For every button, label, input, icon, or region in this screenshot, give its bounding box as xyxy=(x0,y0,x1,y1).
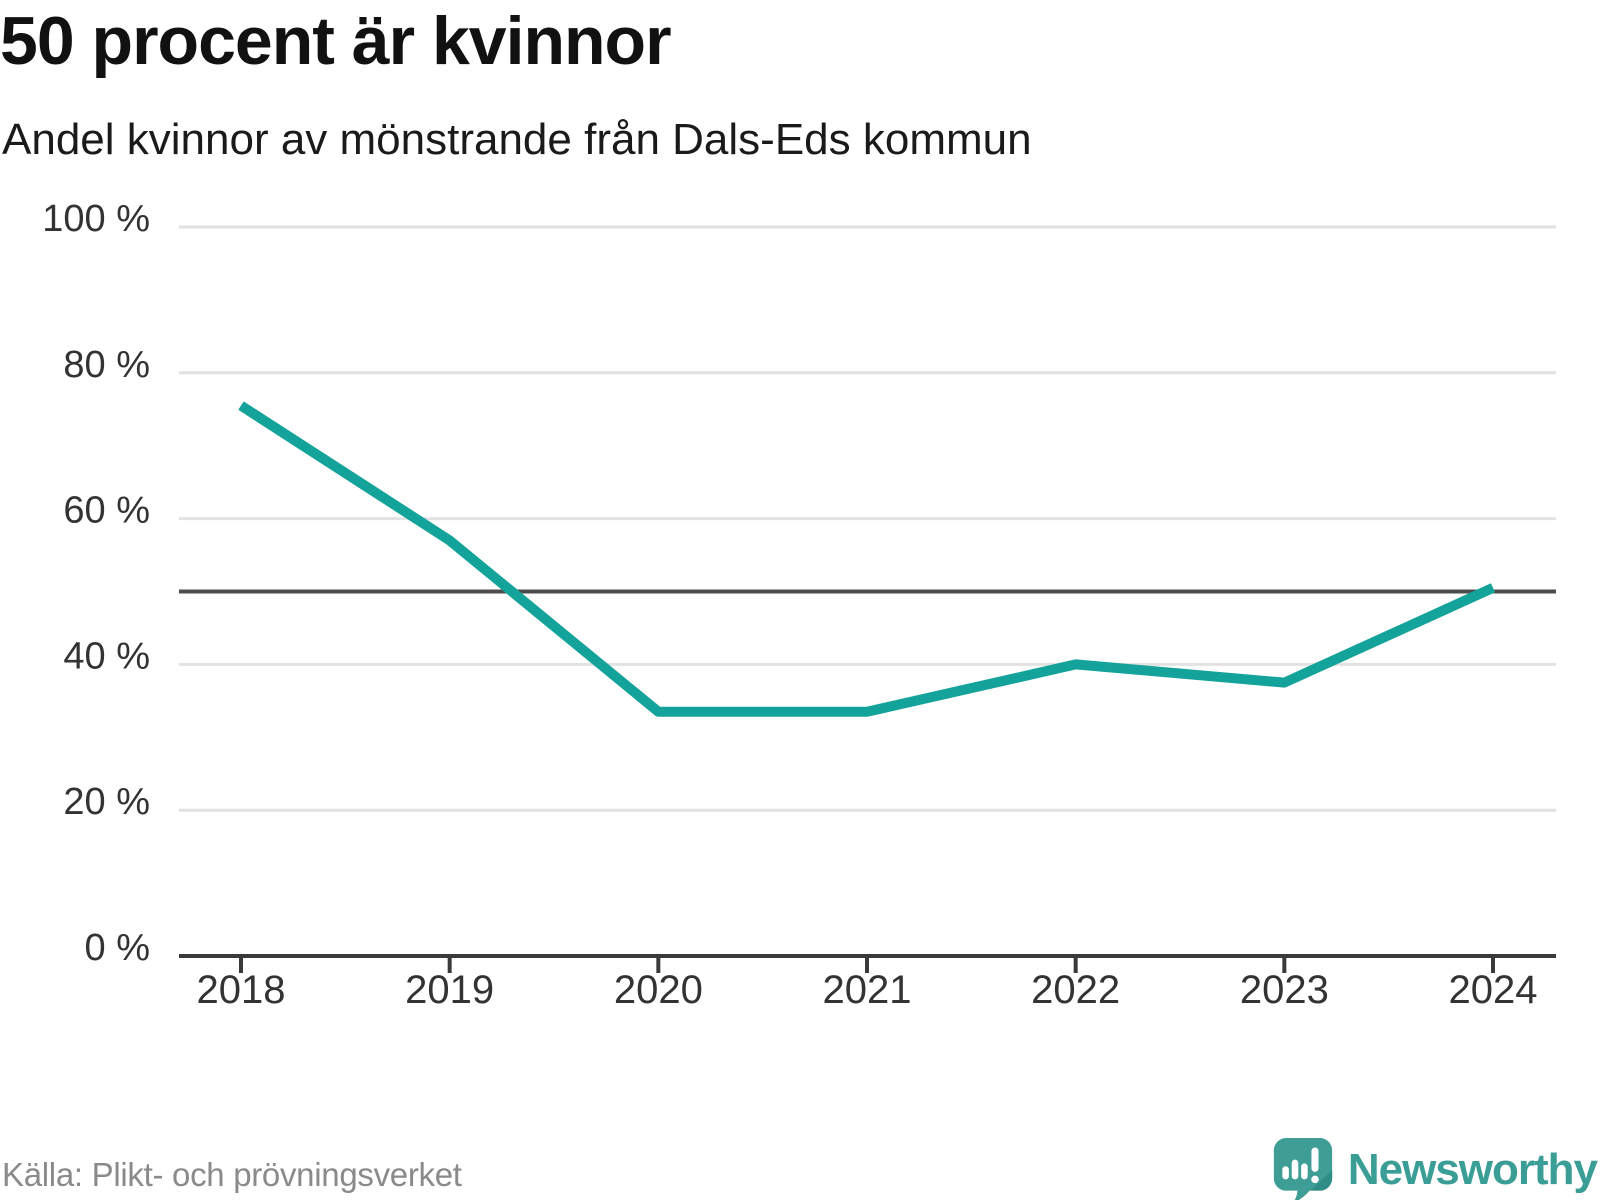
y-tick-label: 20 % xyxy=(63,781,150,823)
y-tick-label: 100 % xyxy=(42,198,150,240)
x-tick-label: 2021 xyxy=(823,968,912,1012)
newsworthy-logo: Newsworthy xyxy=(1272,1136,1598,1200)
chart-subtitle: Andel kvinnor av mönstrande från Dals-Ed… xyxy=(2,115,1032,164)
x-tick-label: 2020 xyxy=(614,968,703,1012)
data-line xyxy=(238,401,1496,717)
bar-2 xyxy=(1291,1159,1299,1180)
exclamation-bar xyxy=(1311,1147,1319,1172)
y-tick-label: 80 % xyxy=(63,344,150,386)
x-tick-label: 2024 xyxy=(1449,968,1538,1012)
x-tick-label: 2019 xyxy=(405,968,494,1012)
brand-wordmark: Newsworthy xyxy=(1347,1145,1598,1194)
x-tick-label: 2018 xyxy=(197,968,286,1012)
chart-title: 50 procent är kvinnor xyxy=(0,3,672,79)
x-tick-label: 2023 xyxy=(1240,968,1329,1012)
y-tick-label: 40 % xyxy=(63,635,150,677)
y-tick-label: 60 % xyxy=(63,490,150,532)
source-text: Källa: Plikt- och prövningsverket xyxy=(2,1156,462,1193)
speech-bubble-fold xyxy=(1310,1170,1332,1191)
x-tick-label: 2022 xyxy=(1031,968,1120,1012)
y-tick-label: 0 % xyxy=(85,927,150,969)
bar-3 xyxy=(1300,1163,1308,1180)
newsworthy-speech-bubble-icon xyxy=(1273,1138,1332,1200)
exclamation-dot xyxy=(1311,1175,1319,1184)
bar-1 xyxy=(1282,1166,1289,1180)
